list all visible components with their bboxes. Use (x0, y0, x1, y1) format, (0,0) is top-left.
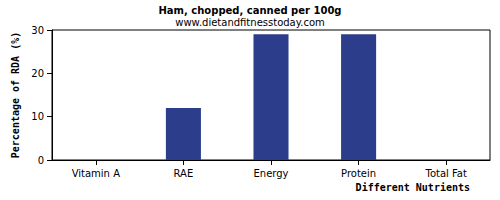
svg-text:10: 10 (31, 111, 44, 122)
svg-text:Ham, chopped, canned per 100g: Ham, chopped, canned per 100g (159, 5, 342, 16)
svg-text:RAE: RAE (174, 168, 194, 179)
svg-text:www.dietandfitnesstoday.com: www.dietandfitnesstoday.com (175, 17, 324, 28)
svg-text:Protein: Protein (341, 168, 376, 179)
svg-text:Total Fat: Total Fat (424, 168, 466, 179)
svg-text:Percentage of RDA (%): Percentage of RDA (%) (10, 32, 21, 158)
svg-text:Vitamin A: Vitamin A (72, 168, 120, 179)
svg-text:30: 30 (31, 25, 44, 36)
svg-text:0: 0 (38, 155, 44, 166)
svg-text:Different Nutrients: Different Nutrients (356, 182, 470, 193)
svg-text:Energy: Energy (253, 168, 288, 179)
svg-text:20: 20 (31, 68, 44, 79)
